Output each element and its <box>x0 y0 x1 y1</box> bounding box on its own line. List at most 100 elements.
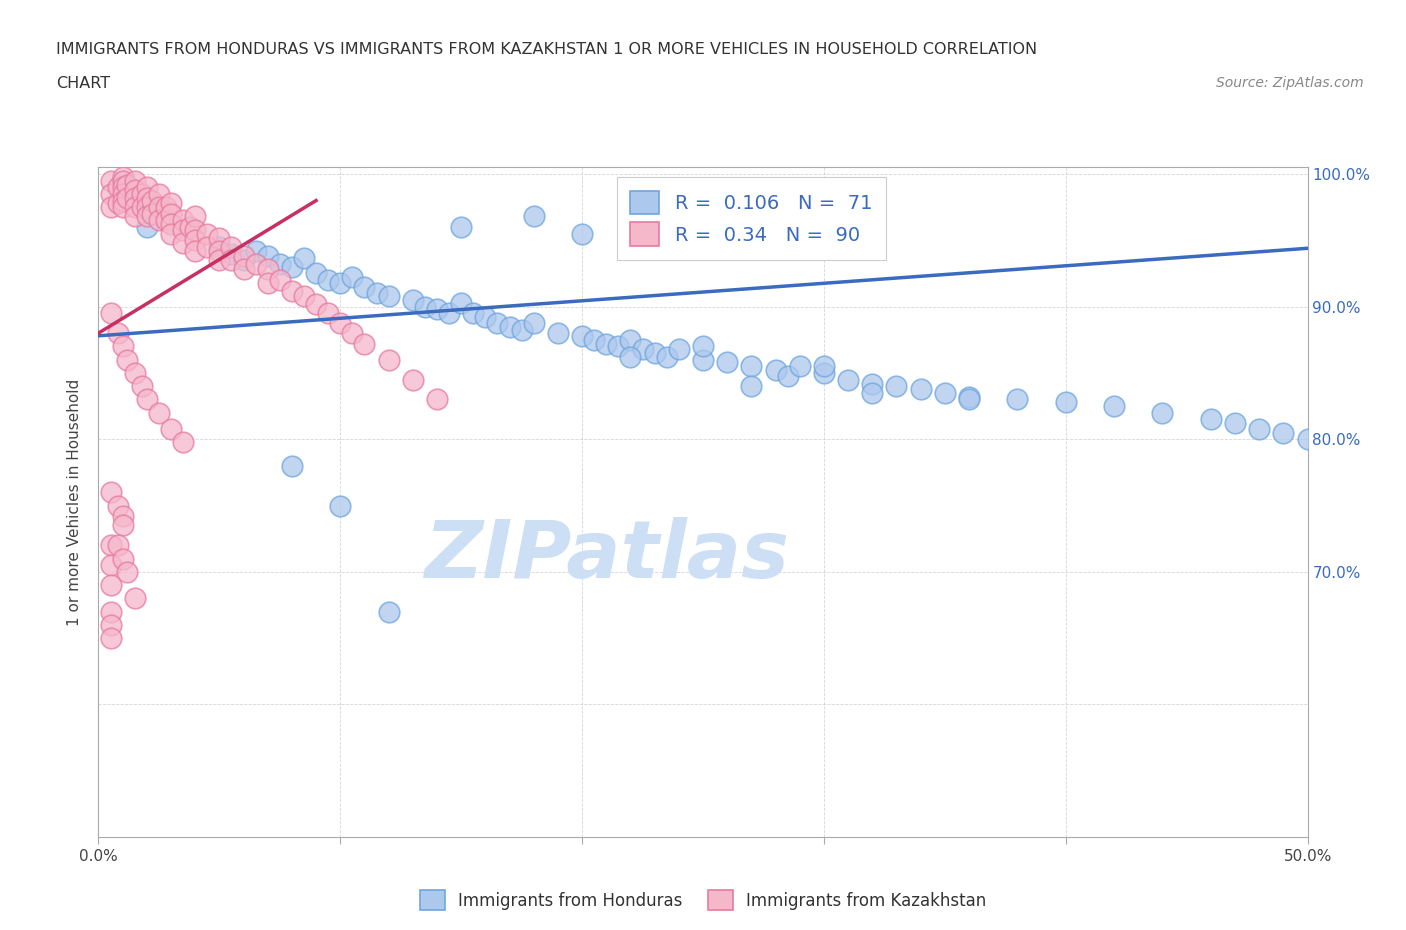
Point <box>195 240 218 255</box>
Point <box>111 193 134 208</box>
Point <box>111 173 134 188</box>
Point <box>245 244 267 259</box>
Point <box>111 339 134 353</box>
Point <box>221 240 243 255</box>
Point <box>523 209 546 224</box>
Point <box>595 337 617 352</box>
Point <box>692 352 714 367</box>
Point <box>281 458 304 473</box>
Point <box>131 379 153 393</box>
Point <box>1054 394 1077 409</box>
Point <box>886 379 908 393</box>
Point <box>668 341 690 356</box>
Point <box>292 288 315 303</box>
Y-axis label: 1 or more Vehicles in Household: 1 or more Vehicles in Household <box>67 379 83 626</box>
Point <box>184 232 207 247</box>
Point <box>498 319 520 334</box>
Point <box>195 226 218 241</box>
Point <box>208 240 231 255</box>
Point <box>135 200 157 215</box>
Point <box>124 173 146 188</box>
Point <box>179 219 201 234</box>
Point <box>117 191 139 206</box>
Point <box>232 249 254 264</box>
Point <box>765 363 787 378</box>
Point <box>934 385 956 400</box>
Point <box>135 179 157 194</box>
Point <box>292 250 315 265</box>
Point <box>474 310 496 325</box>
Point <box>305 266 328 281</box>
Point <box>329 498 352 513</box>
Point <box>155 200 177 215</box>
Point <box>107 538 129 552</box>
Point <box>692 339 714 353</box>
Point <box>402 293 425 308</box>
Point <box>100 578 122 592</box>
Point <box>329 275 352 290</box>
Point <box>232 253 254 268</box>
Point <box>583 332 606 347</box>
Point <box>172 213 194 228</box>
Point <box>437 306 460 321</box>
Point <box>124 200 146 215</box>
Point <box>135 392 157 407</box>
Point <box>111 518 134 533</box>
Text: IMMIGRANTS FROM HONDURAS VS IMMIGRANTS FROM KAZAKHSTAN 1 OR MORE VEHICLES IN HOU: IMMIGRANTS FROM HONDURAS VS IMMIGRANTS F… <box>56 42 1038 57</box>
Point <box>1223 416 1246 431</box>
Point <box>208 244 231 259</box>
Point <box>1249 421 1271 436</box>
Point <box>510 323 533 338</box>
Point <box>160 206 183 221</box>
Legend: Immigrants from Honduras, Immigrants from Kazakhstan: Immigrants from Honduras, Immigrants fro… <box>413 884 993 917</box>
Point <box>208 231 231 246</box>
Point <box>571 226 593 241</box>
Point <box>111 169 134 184</box>
Point <box>644 346 666 361</box>
Point <box>117 178 139 193</box>
Point <box>523 315 546 330</box>
Point <box>256 262 278 277</box>
Point <box>402 372 425 387</box>
Point <box>619 332 641 347</box>
Point <box>100 604 122 619</box>
Point <box>377 288 399 303</box>
Point <box>124 591 146 605</box>
Text: ZIPatlas: ZIPatlas <box>423 517 789 595</box>
Point <box>148 213 170 228</box>
Point <box>107 195 129 210</box>
Point <box>342 270 364 285</box>
Point <box>366 286 388 300</box>
Point <box>172 222 194 237</box>
Point <box>957 392 980 407</box>
Point <box>1152 405 1174 420</box>
Point <box>716 355 738 370</box>
Point <box>100 558 122 573</box>
Point <box>413 299 436 314</box>
Point <box>107 498 129 513</box>
Point <box>740 379 762 393</box>
Point <box>571 328 593 343</box>
Point <box>377 604 399 619</box>
Point <box>100 618 122 632</box>
Point <box>111 187 134 202</box>
Point <box>957 390 980 405</box>
Point <box>813 365 835 380</box>
Point <box>100 631 122 645</box>
Point <box>281 284 304 299</box>
Point <box>837 372 859 387</box>
Point <box>117 565 139 579</box>
Point <box>269 272 291 287</box>
Point <box>860 376 883 391</box>
Point <box>111 200 134 215</box>
Point <box>131 187 153 202</box>
Point <box>1296 432 1319 446</box>
Point <box>172 235 194 250</box>
Point <box>450 295 472 310</box>
Point <box>124 191 146 206</box>
Legend: R =  0.106   N =  71, R =  0.34   N =  90: R = 0.106 N = 71, R = 0.34 N = 90 <box>617 177 886 259</box>
Point <box>160 195 183 210</box>
Point <box>426 302 449 317</box>
Point <box>232 262 254 277</box>
Point <box>131 200 153 215</box>
